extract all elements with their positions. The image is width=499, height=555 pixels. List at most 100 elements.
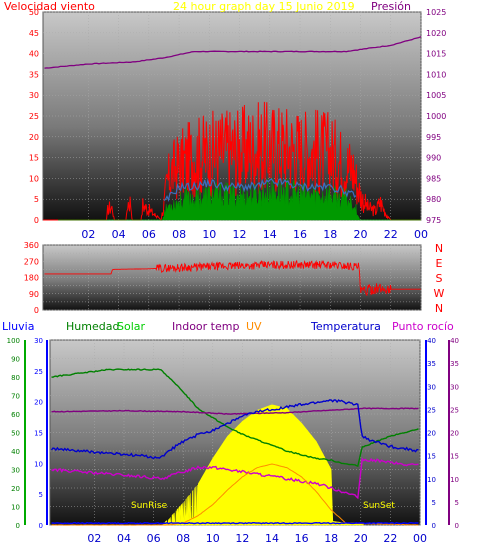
direction-tick-label: 90 [29, 290, 39, 299]
temperature-tick-label: 25 [427, 406, 436, 414]
humidity-tick-label: 40 [11, 448, 20, 456]
humidity-tick-label: 100 [7, 337, 20, 345]
humidity-tick-label: 10 [11, 504, 20, 512]
x-tick-label: 08 [176, 532, 190, 545]
dewpoint-tick-label: 20 [450, 430, 459, 438]
humidity-tick-label: 70 [11, 393, 20, 401]
rain-tick-label: 0 [39, 522, 43, 530]
pressure-tick-label: 980 [426, 195, 441, 204]
series-wind-direction-line [44, 259, 421, 297]
pressure-tick-label: 985 [426, 174, 441, 183]
wind-pressure-panel: 0510152025303540455097598098599099510001… [4, 0, 446, 241]
pressure-tick-label: 1000 [426, 112, 446, 121]
x-tick-label: 02 [87, 532, 101, 545]
pressure-tick-label: 1020 [426, 29, 446, 38]
wind-direction-grid [43, 244, 422, 311]
direction-tick-label: 0 [34, 306, 39, 315]
legend-item: Lluvia [2, 320, 34, 333]
direction-tick-label: 180 [24, 274, 39, 283]
wind-tick-label: 15 [29, 154, 39, 163]
x-tick-label: 02 [81, 228, 95, 241]
temperature-tick-label: 40 [427, 337, 436, 345]
wind-tick-label: 5 [34, 195, 39, 204]
weather-ticks: 0102030405060708090100051015202530051015… [7, 337, 459, 545]
legend-item: Solar [117, 320, 146, 333]
x-tick-label: 06 [147, 532, 161, 545]
rain-tick-label: 25 [34, 368, 43, 376]
x-tick-label: 18 [323, 228, 337, 241]
sunrise-label: SunRise [131, 501, 168, 511]
humidity-tick-label: 30 [11, 467, 20, 475]
sunset-label: SunSet [363, 501, 395, 511]
weather-grid [50, 339, 421, 526]
wind-tick-label: 20 [29, 133, 39, 142]
direction-tick-label: 270 [24, 257, 39, 266]
pressure-tick-label: 1015 [426, 50, 446, 59]
direction-tick-label: 360 [24, 241, 39, 250]
x-tick-label: 00 [414, 228, 428, 241]
legend-item: Temperatura [310, 320, 381, 333]
humidity-tick-label: 0 [16, 522, 20, 530]
wind-direction-ticks: 0 90 180 270 360 [24, 241, 39, 315]
rain-tick-label: 30 [34, 337, 43, 345]
dewpoint-tick-label: 0 [455, 522, 459, 530]
wind-tick-label: 40 [29, 50, 39, 59]
temperature-tick-label: 35 [427, 360, 436, 368]
series-avg-wind-line [163, 177, 357, 202]
weather-panel: 0102030405060708090100051015202530051015… [2, 320, 459, 545]
compass-label: W [434, 287, 445, 300]
dewpoint-tick-label: 35 [450, 360, 459, 368]
humidity-tick-label: 20 [11, 485, 20, 493]
chart-title: 24 hour graph day 15 Junio 2019 [173, 0, 355, 13]
x-tick-label: 12 [233, 228, 247, 241]
x-tick-label: 16 [295, 532, 309, 545]
x-tick-label: 04 [117, 532, 131, 545]
dewpoint-tick-label: 30 [450, 383, 459, 391]
x-tick-label: 14 [265, 532, 279, 545]
temperature-tick-label: 5 [432, 499, 436, 507]
x-tick-label: 22 [383, 532, 397, 545]
dewpoint-tick-label: 25 [450, 406, 459, 414]
x-tick-label: 22 [384, 228, 398, 241]
wind-pressure-series [43, 36, 422, 221]
x-tick-label: 00 [413, 532, 427, 545]
temperature-tick-label: 20 [427, 430, 436, 438]
compass-label: N [435, 302, 443, 315]
x-tick-label: 10 [206, 532, 220, 545]
x-tick-label: 04 [112, 228, 126, 241]
x-tick-label: 06 [142, 228, 156, 241]
legend-item: Indoor temp [172, 320, 239, 333]
wind-direction-series [44, 259, 421, 297]
humidity-tick-label: 90 [11, 356, 20, 364]
temperature-tick-label: 0 [432, 522, 436, 530]
series-rain-line [51, 521, 419, 525]
wind-tick-label: 35 [29, 70, 39, 79]
pressure-tick-label: 990 [426, 154, 441, 163]
dewpoint-tick-label: 5 [455, 499, 459, 507]
legend-item: Humedad [66, 320, 119, 333]
series-avg-wind-fill [58, 177, 421, 221]
wind-tick-label: 10 [29, 174, 39, 183]
series-temperature-line [50, 399, 419, 460]
humidity-tick-label: 60 [11, 411, 20, 419]
wind-pressure-ticks: 0510152025303540455097598098599099510001… [29, 8, 447, 241]
compass-label: E [436, 257, 443, 270]
x-tick-label: 08 [172, 228, 186, 241]
x-tick-label: 16 [293, 228, 307, 241]
wind-tick-label: 50 [29, 8, 39, 17]
x-tick-label: 20 [354, 228, 368, 241]
pressure-axis-label: Presión [371, 0, 411, 13]
series-solar-fill [160, 404, 365, 526]
pressure-tick-label: 995 [426, 133, 441, 142]
temperature-tick-label: 10 [427, 476, 436, 484]
humidity-tick-label: 80 [11, 374, 20, 382]
compass-label: N [435, 242, 443, 255]
wind-tick-label: 30 [29, 91, 39, 100]
pressure-tick-label: 1005 [426, 91, 446, 100]
wind-tick-label: 25 [29, 112, 39, 121]
x-tick-label: 12 [235, 532, 249, 545]
legend-item: UV [246, 320, 262, 333]
